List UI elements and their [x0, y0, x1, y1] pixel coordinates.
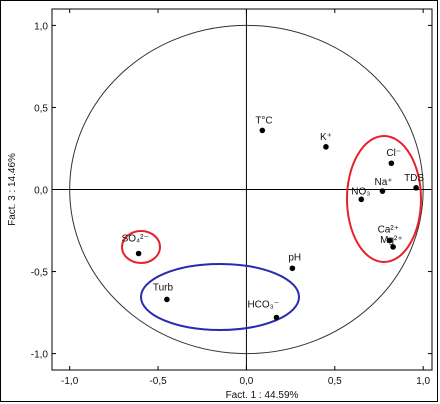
- point-label-ph: pH: [288, 252, 301, 263]
- point-label-mg: Mg²⁺: [380, 235, 403, 246]
- x-tick-label: -0,5: [149, 376, 167, 387]
- y-tick-label: 1,0: [34, 21, 48, 32]
- point-label-no: NO₃⁻: [351, 186, 375, 197]
- y-axis-title: Fact. 3 : 14.46%: [7, 153, 18, 226]
- point-label-k: K⁺: [320, 132, 332, 143]
- point-label-na: Na⁺: [375, 177, 393, 188]
- point-k: [323, 144, 329, 150]
- y-tick-label: -1,0: [31, 350, 49, 361]
- x-tick-label: 0,5: [328, 376, 342, 387]
- point-hco: [273, 314, 280, 321]
- point-label-tds: TDS: [404, 173, 424, 184]
- point-label-ca: Ca²⁺: [378, 224, 399, 235]
- point-no: [358, 196, 365, 203]
- y-tick-label: 0,5: [34, 103, 48, 114]
- point-na: [379, 188, 386, 194]
- x-tick-label: 0,0: [239, 376, 253, 387]
- point-cl: [388, 160, 395, 167]
- point-so: [135, 250, 142, 257]
- x-tick-label: 1,0: [416, 376, 430, 387]
- y-tick-label: -0,5: [31, 268, 49, 279]
- cluster-ellipse-sulfate: [121, 230, 161, 264]
- point-label-hco: HCO₃⁻: [247, 299, 279, 310]
- point-label-turb: Turb: [153, 282, 174, 293]
- point-label-tc: T°C: [255, 115, 272, 126]
- point-label-so: SO₄²⁻: [122, 233, 149, 244]
- point-ca: [386, 237, 393, 244]
- x-axis-title: Fact. 1 : 44.59%: [226, 390, 299, 401]
- cluster-ellipse-cations: [346, 135, 422, 263]
- point-mg: [390, 244, 396, 250]
- point-tds: [413, 185, 419, 191]
- point-tc: [259, 127, 266, 134]
- point-ph: [289, 265, 296, 272]
- point-label-cl: Cl⁻: [386, 148, 401, 159]
- cluster-ellipse-bicarbonate: [140, 263, 300, 331]
- y-tick-label: 0,0: [34, 186, 48, 197]
- x-tick-label: -1,0: [61, 376, 79, 387]
- point-turb: [164, 296, 170, 303]
